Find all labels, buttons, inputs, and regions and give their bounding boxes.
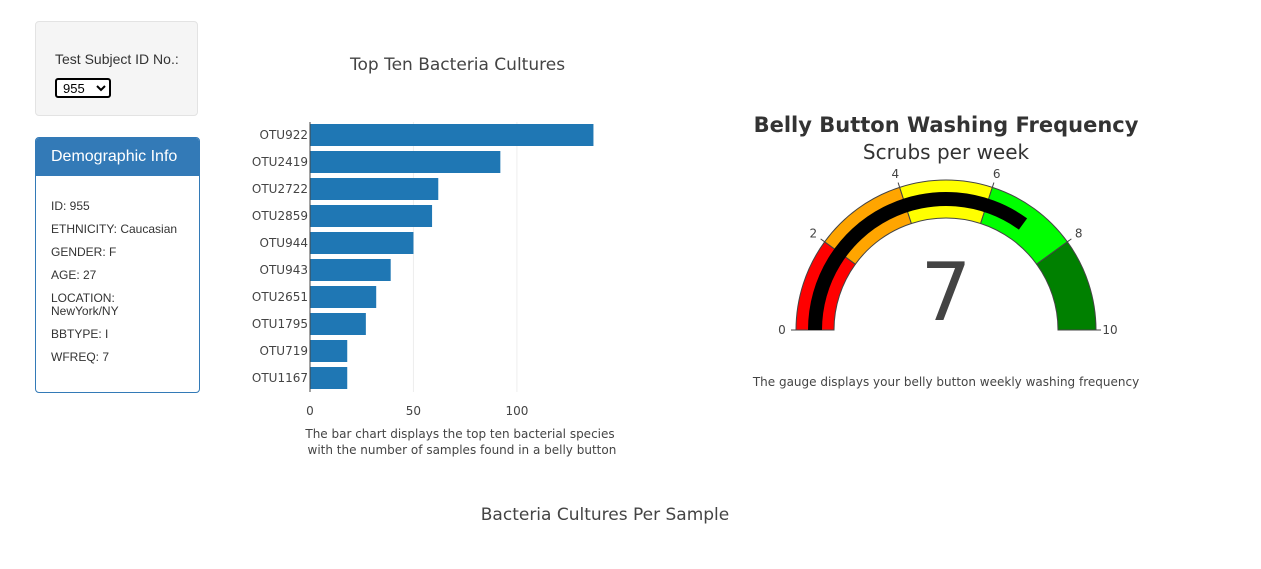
demographic-info-body: ID: 955 ETHNICITY: Caucasian GENDER: F AGE:… (36, 176, 199, 364)
bar-otu2651 (310, 286, 377, 308)
bar-category-label: OTU922 (260, 128, 308, 142)
demographic-row: LOCATION: NewYork/NY (51, 291, 119, 318)
bar-otu2419 (310, 151, 501, 173)
bar-chart-title: Top Ten Bacteria Cultures (350, 55, 566, 75)
bar-chart-x-tick-label: 0 (306, 404, 314, 418)
bar-chart-caption: The bar chart displays the top ten bacte… (305, 427, 617, 457)
gauge-tick (897, 182, 901, 188)
subject-selector-label: Test Subject ID No.: (55, 51, 179, 67)
bar-otu2722 (310, 178, 439, 200)
bar-chart-x-tick-label: 50 (406, 404, 421, 418)
bar-chart: OTU922 OTU2419 OTU2722 OTU2859 OTU944 OTU943 O… (252, 122, 594, 418)
subject-id-select[interactable]: 955 (55, 78, 111, 98)
demographic-info-panel: Demographic Info ID: 955 ETHNICITY: Cauca… (35, 137, 200, 393)
bar-category-label: OTU1167 (252, 371, 308, 385)
bar-category-label: OTU944 (260, 236, 308, 250)
bar-category-label: OTU2651 (252, 290, 308, 304)
demographic-row: BBTYPE: I (51, 327, 109, 341)
bar-otu1167 (310, 367, 348, 389)
gauge-tick-label: 4 (892, 167, 900, 181)
gauge-caption: The gauge displays your belly button wee… (752, 375, 1140, 389)
bar-category-label: OTU943 (260, 263, 308, 277)
gauge-subtitle: Scrubs per week (862, 140, 1030, 164)
subject-selector-well: Test Subject ID No.: 955 (35, 21, 198, 116)
gauge-tick (820, 238, 825, 243)
bubble-chart-title: Bacteria Cultures Per Sample (480, 505, 730, 525)
bar-otu2859 (310, 205, 433, 227)
demographic-row: AGE: 27 (51, 268, 97, 282)
bar-category-label: OTU719 (260, 344, 308, 358)
bar-otu944 (310, 232, 414, 254)
gauge-tick (991, 182, 995, 188)
gauge-tick-label: 10 (1102, 323, 1117, 337)
gauge-tick-label: 8 (1075, 227, 1083, 241)
gauge-tick-label: 0 (778, 323, 786, 337)
demographic-row: GENDER: F (51, 245, 117, 259)
bar-category-label: OTU2722 (252, 182, 308, 196)
gauge-tick-label: 6 (993, 167, 1001, 181)
bar-chart-x-tick-label: 100 (505, 404, 528, 418)
demographic-info-heading: Demographic Info (36, 138, 199, 176)
bar-otu943 (310, 259, 391, 281)
gauge-value-bar (808, 192, 1028, 330)
gauge-tick (1067, 238, 1072, 243)
bar-category-label: OTU1795 (252, 317, 308, 331)
demographic-row: WFREQ: 7 (51, 350, 110, 364)
gauge-value-number: 7 (921, 246, 972, 339)
gauge-tick-label: 2 (810, 227, 818, 241)
gauge-title: Belly Button Washing Frequency (753, 113, 1139, 137)
bar-category-label: OTU2419 (252, 155, 308, 169)
bar-otu922 (310, 124, 594, 146)
bar-category-label: OTU2859 (252, 209, 308, 223)
bar-otu719 (310, 340, 348, 362)
demographic-row: ID: 955 (51, 199, 90, 213)
washing-frequency-gauge: 0 2 4 6 8 10 7 (778, 167, 1117, 339)
demographic-row: ETHNICITY: Caucasian (51, 222, 178, 236)
bar-otu1795 (310, 313, 366, 335)
